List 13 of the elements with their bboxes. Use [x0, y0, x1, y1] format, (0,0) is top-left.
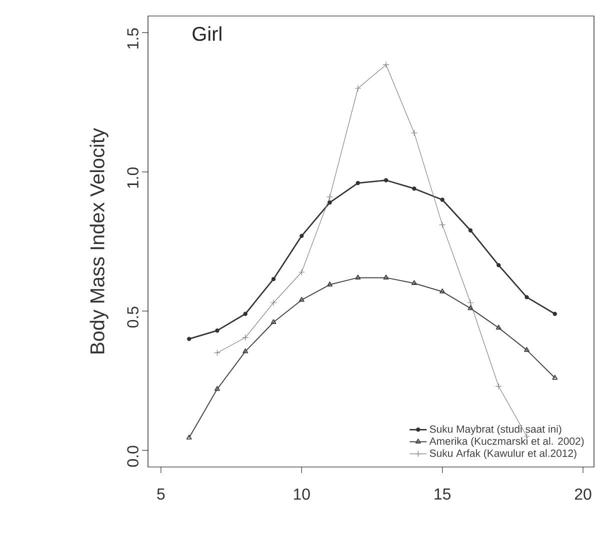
y-tick-label: 1.5: [127, 28, 138, 49]
annotation: Girl: [192, 26, 222, 41]
y-tick-label: 0.5: [127, 306, 138, 328]
legend-label: Suku Maybrat (studi saat ini): [430, 425, 562, 435]
x-tick-label: 20: [574, 488, 592, 500]
x-tick-label: 15: [434, 488, 451, 500]
x-tick-label: 10: [294, 488, 310, 500]
x-tick-label: 5: [157, 488, 165, 500]
y-axis-title: Body Mass Index Velocity: [90, 128, 108, 354]
y-tick-label: 1.0: [127, 167, 138, 188]
legend-label: Suku Arfak (Kawulur et al.2012): [430, 449, 576, 459]
y-tick-label: 0.0: [127, 446, 138, 467]
legend-label: Amerika (Kuczmarski et al. 2002): [429, 437, 584, 447]
